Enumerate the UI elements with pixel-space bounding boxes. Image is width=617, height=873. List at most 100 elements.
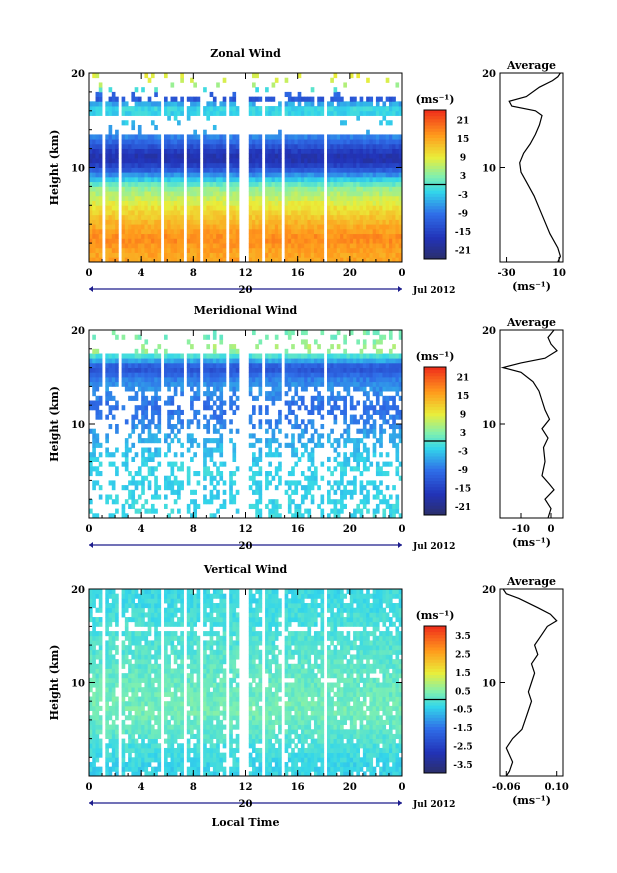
heatmap-cell bbox=[229, 405, 233, 411]
heatmap-cell bbox=[209, 391, 214, 397]
heatmap-cell bbox=[255, 106, 259, 112]
heatmap-cell bbox=[212, 381, 217, 387]
heatmap-cell bbox=[398, 172, 403, 178]
heatmap-cell bbox=[320, 134, 325, 140]
heatmap-cell bbox=[180, 252, 184, 258]
heatmap-cell bbox=[128, 195, 132, 201]
heatmap-cell bbox=[320, 200, 325, 206]
heatmap-cell bbox=[173, 247, 178, 253]
heatmap-cell bbox=[121, 200, 126, 206]
heatmap-cell bbox=[252, 96, 256, 102]
heatmap-cell bbox=[327, 214, 331, 220]
heatmap-cell bbox=[105, 367, 109, 373]
heatmap-cell bbox=[366, 409, 370, 415]
heatmap-cell bbox=[278, 228, 282, 235]
heatmap-cell bbox=[379, 480, 383, 486]
heatmap-cell bbox=[300, 353, 305, 359]
heatmap-cell bbox=[134, 233, 139, 239]
heatmap-cell bbox=[359, 148, 364, 154]
heatmap-cell bbox=[327, 494, 331, 500]
heatmap-cell bbox=[98, 181, 103, 187]
heatmap-cell bbox=[248, 414, 253, 420]
heatmap-cell bbox=[212, 513, 217, 519]
heatmap-cell bbox=[180, 200, 184, 206]
heatmap-cell bbox=[379, 200, 383, 206]
colorbar-swatch bbox=[424, 474, 446, 479]
heatmap-cell bbox=[95, 757, 100, 763]
heatmap-cell bbox=[398, 433, 403, 439]
heatmap-cell bbox=[219, 503, 224, 509]
heatmap-cell bbox=[248, 252, 253, 258]
heatmap-cell bbox=[235, 428, 240, 434]
heatmap-cell bbox=[141, 475, 145, 481]
heatmap-cell bbox=[388, 372, 393, 378]
heatmap-cell bbox=[186, 480, 191, 486]
heatmap-cell bbox=[92, 589, 96, 595]
heatmap-cell bbox=[395, 466, 400, 472]
heatmap-cell bbox=[330, 344, 334, 350]
heatmap-cell bbox=[346, 358, 351, 364]
heatmap-cell bbox=[356, 466, 361, 472]
heatmap-cell bbox=[124, 219, 129, 225]
heatmap-cell bbox=[258, 485, 263, 491]
heatmap-cell bbox=[131, 353, 136, 359]
heatmap-cell bbox=[294, 158, 299, 164]
heatmap-cell bbox=[300, 205, 305, 211]
heatmap-cell bbox=[392, 106, 396, 112]
heatmap-cell bbox=[255, 381, 259, 387]
colorbar-swatch bbox=[424, 119, 446, 123]
heatmap-cell bbox=[336, 106, 341, 112]
heatmap-cell bbox=[92, 738, 96, 744]
heatmap-cell bbox=[349, 219, 354, 225]
heatmap-cell bbox=[111, 761, 116, 768]
heatmap-cell bbox=[274, 252, 279, 258]
heatmap-cell bbox=[346, 386, 351, 392]
heatmap-cell bbox=[258, 205, 263, 211]
heatmap-cell bbox=[163, 247, 168, 253]
heatmap-cell bbox=[255, 148, 259, 154]
heatmap-cell bbox=[216, 395, 220, 401]
heatmap-cell bbox=[173, 452, 178, 458]
heatmap-cell bbox=[294, 414, 299, 420]
heatmap-cell bbox=[372, 243, 377, 249]
heatmap-cell bbox=[349, 73, 354, 79]
heatmap-cell bbox=[372, 228, 377, 235]
heatmap-cell bbox=[206, 228, 211, 235]
heatmap-cell bbox=[356, 224, 361, 230]
heatmap-cell bbox=[89, 400, 93, 406]
heatmap-cell bbox=[313, 210, 318, 216]
heatmap-cell bbox=[255, 219, 259, 225]
heatmap-cell bbox=[170, 143, 175, 150]
heatmap-cell bbox=[105, 771, 109, 777]
heatmap-cell bbox=[300, 395, 305, 401]
heatmap-cell bbox=[248, 186, 253, 192]
heatmap-cell bbox=[336, 214, 341, 220]
heatmap-cell bbox=[108, 96, 113, 102]
heatmap-cell bbox=[362, 367, 367, 373]
heatmap-cell bbox=[144, 134, 149, 140]
heatmap-cell bbox=[157, 344, 162, 350]
heatmap-cell bbox=[327, 395, 331, 401]
heatmap-cell bbox=[392, 424, 396, 430]
heatmap-cell bbox=[268, 452, 272, 458]
heatmap-cell bbox=[346, 162, 351, 168]
heatmap-cell bbox=[274, 167, 279, 173]
heatmap-cell bbox=[271, 195, 276, 201]
heatmap-cell bbox=[173, 219, 178, 225]
heatmap-cell bbox=[105, 631, 109, 637]
heatmap-cell bbox=[95, 372, 100, 378]
heatmap-cell bbox=[235, 181, 240, 187]
heatmap-cell bbox=[349, 494, 354, 500]
heatmap-cell bbox=[154, 480, 158, 486]
heatmap-cell bbox=[193, 82, 197, 88]
heatmap-cell bbox=[190, 353, 194, 359]
heatmap-cell bbox=[108, 110, 113, 116]
heatmap-cell bbox=[317, 205, 321, 211]
heatmap-cell bbox=[98, 603, 103, 609]
heatmap-cell bbox=[95, 162, 100, 168]
heatmap-cell bbox=[212, 386, 217, 392]
heatmap-cell bbox=[330, 224, 334, 230]
heatmap-cell bbox=[124, 438, 129, 444]
heatmap-cell bbox=[372, 339, 377, 345]
heatmap-cell bbox=[167, 409, 171, 415]
